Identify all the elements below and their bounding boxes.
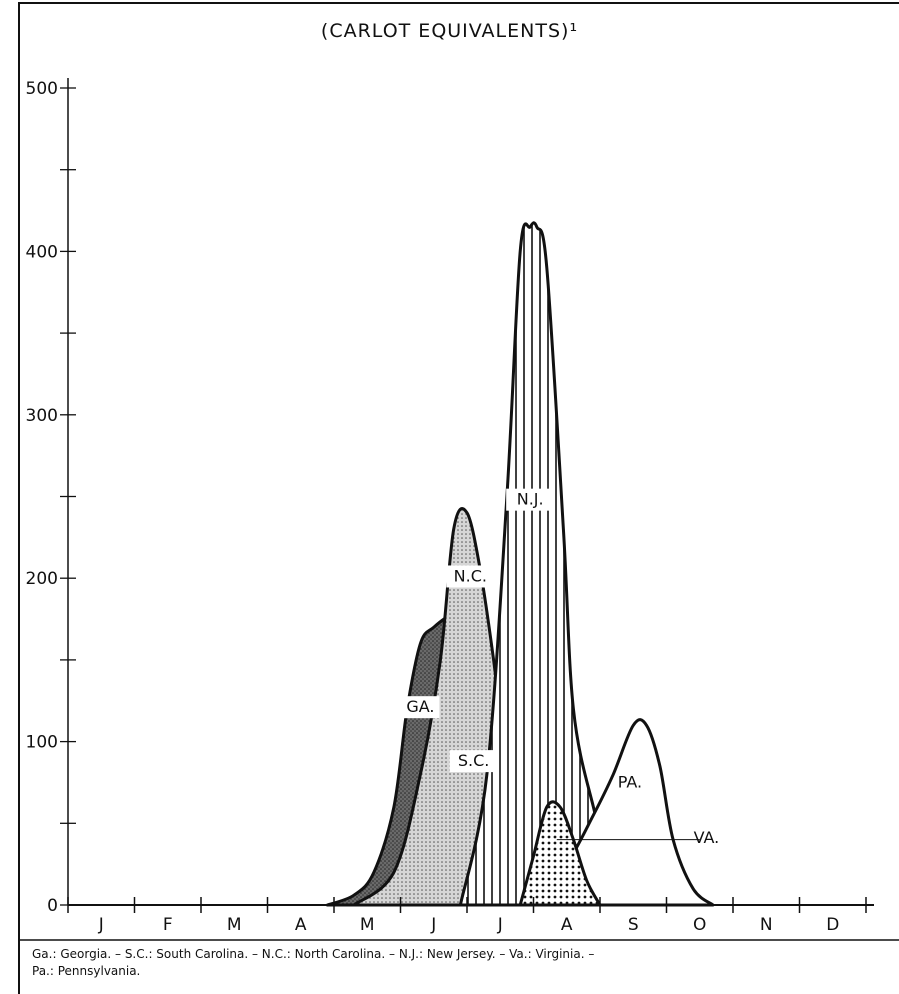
x-tick-label: M (227, 915, 242, 935)
series-label: VA. (694, 828, 720, 847)
series-label: GA. (406, 697, 434, 716)
x-tick-label: F (163, 915, 173, 935)
x-tick-label: S (628, 915, 639, 935)
chart-frame (18, 2, 899, 994)
footnote-line-1: Ga.: Georgia. – S.C.: South Carolina. – … (32, 947, 595, 961)
x-tick-label: N (760, 915, 773, 935)
series-area-va (518, 800, 602, 907)
series-label-bg (401, 696, 440, 719)
x-tick-label: J (497, 915, 503, 935)
chart-title: (CARLOT EQUIVALENTS)¹ (320, 20, 579, 42)
y-tick-label: 500 (26, 79, 58, 99)
x-tick-label: M (360, 915, 375, 935)
x-tick-label: J (98, 915, 104, 935)
series-label: S.C. (458, 751, 490, 770)
series-label: N.C. (454, 566, 487, 585)
y-tick-label: 200 (26, 569, 58, 589)
series-label: PA. (618, 772, 642, 791)
x-tick-label: J (430, 915, 436, 935)
y-tick-label: 300 (26, 406, 58, 426)
y-tick-label: 0 (47, 896, 58, 916)
footnote-line-2: Pa.: Pennsylvania. (32, 964, 141, 978)
footnote: Ga.: Georgia. – S.C.: South Carolina. – … (32, 946, 852, 980)
x-tick-label: O (693, 915, 706, 935)
y-tick-label: 400 (26, 242, 58, 262)
x-tick-label: A (561, 915, 573, 935)
x-tick-label: A (295, 915, 307, 935)
y-tick-label: 100 (26, 733, 58, 753)
series-label: N.J. (517, 490, 544, 509)
series-label-bg (506, 488, 555, 511)
series-label-bg (446, 565, 495, 588)
series-label-bg (449, 750, 498, 773)
x-tick-label: D (826, 915, 839, 935)
